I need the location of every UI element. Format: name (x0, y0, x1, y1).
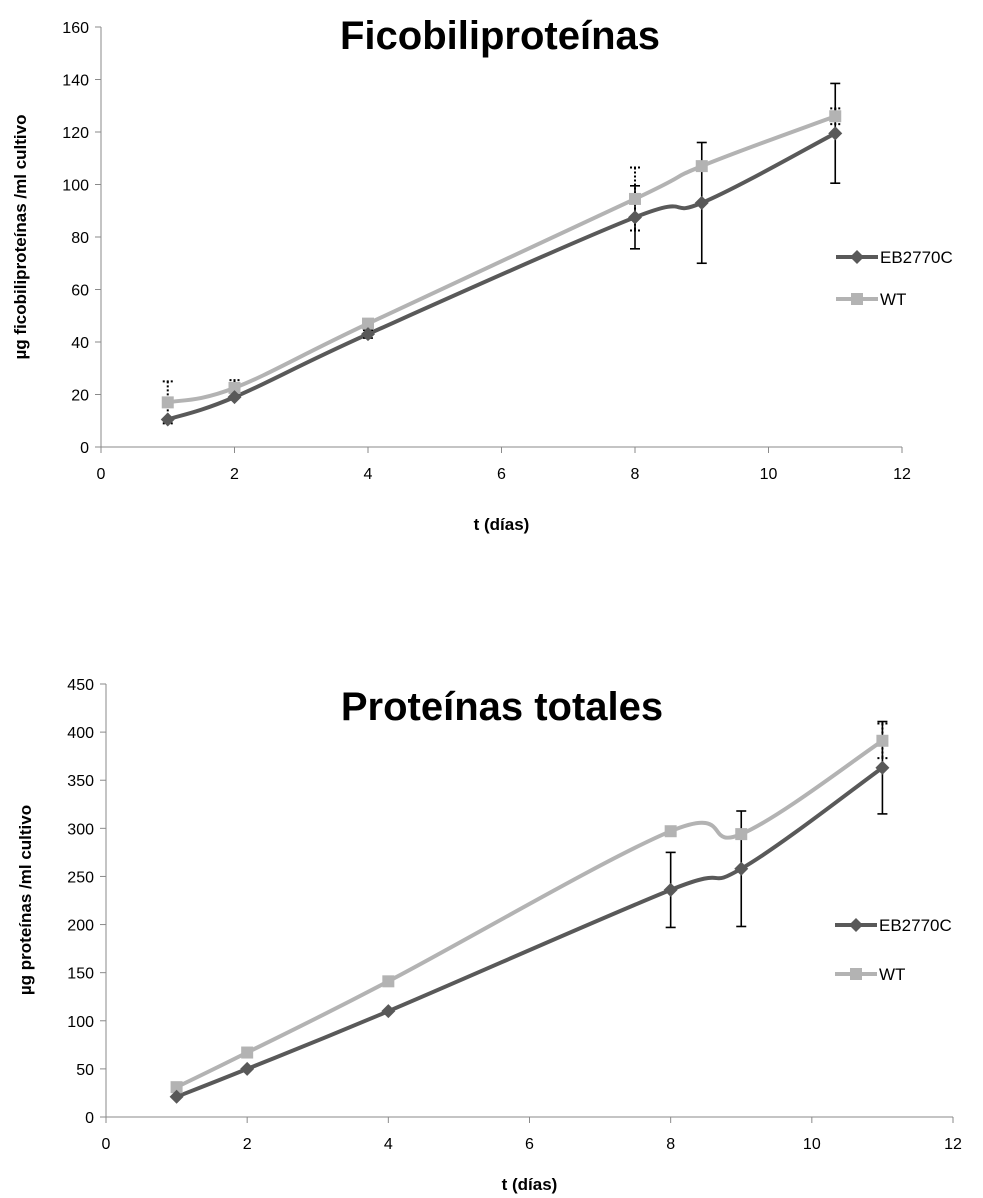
data-point-wt (228, 381, 241, 394)
series-line-wt (174, 738, 885, 1090)
data-point-eb2770c (160, 412, 175, 427)
y-tick-label: 80 (71, 230, 89, 247)
x-axis-label: t (días) (502, 1175, 558, 1194)
data-point-wt (161, 396, 174, 409)
y-tick-label: 400 (67, 725, 94, 742)
y-tick-label: 300 (67, 821, 94, 838)
x-tick-label: 12 (944, 1136, 962, 1153)
y-tick-label: 50 (76, 1062, 94, 1079)
y-tick-label: 20 (71, 388, 89, 405)
data-point-wt (170, 1081, 183, 1094)
x-axis-label: t (días) (474, 515, 530, 534)
x-tick-label: 8 (631, 466, 640, 483)
data-point-eb2770c (169, 1089, 184, 1104)
x-tick-label: 6 (525, 1136, 534, 1153)
y-tick-label: 140 (62, 73, 89, 90)
legend-label-wt: WT (880, 290, 906, 309)
y-tick-label: 160 (62, 20, 89, 37)
series-line-eb2770c (174, 765, 885, 1099)
data-point-wt (629, 192, 641, 205)
x-tick-label: 2 (230, 466, 239, 483)
y-tick-label: 40 (71, 335, 89, 352)
data-point-wt (382, 975, 395, 988)
data-point-wt (829, 110, 842, 123)
legend-label-eb2770c: EB2770C (880, 248, 953, 267)
x-tick-label: 10 (803, 1136, 821, 1153)
data-point-wt (876, 734, 889, 747)
y-tick-label: 0 (80, 440, 89, 457)
y-tick-label: 60 (71, 283, 89, 300)
data-point-eb2770c (240, 1061, 255, 1076)
x-tick-label: 12 (893, 466, 911, 483)
chart-title: Ficobiliproteínas (340, 14, 660, 58)
x-tick-label: 4 (384, 1136, 393, 1153)
data-point-wt (664, 825, 677, 838)
data-point-wt (241, 1046, 254, 1059)
series-line-eb2770c (165, 131, 838, 422)
legend-label-eb2770c: EB2770C (879, 916, 952, 935)
data-point-eb2770c (828, 126, 843, 141)
y-tick-label: 450 (67, 677, 94, 694)
data-point-wt (362, 317, 374, 330)
x-tick-label: 6 (497, 466, 506, 483)
x-tick-label: 8 (666, 1136, 675, 1153)
chart-title: Proteínas totales (341, 685, 663, 729)
x-tick-label: 0 (102, 1136, 111, 1153)
x-tick-label: 0 (97, 466, 106, 483)
y-axis-label: µg ficobiliproteínas /ml cultivo (11, 115, 30, 360)
data-point-wt (695, 160, 708, 173)
y-tick-label: 150 (67, 966, 94, 983)
x-tick-label: 10 (760, 466, 778, 483)
data-point-wt (735, 828, 748, 841)
y-tick-label: 120 (62, 125, 89, 142)
data-point-eb2770c (227, 390, 242, 405)
y-tick-label: 100 (62, 178, 89, 195)
x-tick-label: 4 (364, 466, 373, 483)
legend-label-wt: WT (879, 965, 905, 984)
data-point-eb2770c (875, 760, 890, 775)
y-tick-label: 250 (67, 869, 94, 886)
y-tick-label: 200 (67, 918, 94, 935)
y-axis-label: µg proteínas /ml cultivo (16, 805, 35, 995)
data-point-eb2770c (694, 195, 709, 210)
legend-marker-wt (851, 293, 863, 305)
data-point-eb2770c (734, 861, 749, 876)
chart-ficobiliproteinas: 0 20 40 60 80 100 120 140 160 0 2 4 6 8 10 12 Ficobilipr… (11, 14, 953, 534)
y-tick-label: 100 (67, 1014, 94, 1031)
data-point-eb2770c (663, 882, 678, 897)
data-point-eb2770c (361, 327, 375, 342)
y-tick-label: 350 (67, 773, 94, 790)
legend-marker-eb2770c (849, 918, 863, 932)
y-tick-label: 0 (85, 1110, 94, 1127)
data-point-eb2770c (628, 210, 642, 225)
chart-proteinas-totales: 0 50 100 150 200 250 300 350 400 450 0 2 4 6 8 10 12 Prot… (16, 677, 962, 1194)
x-tick-label: 2 (243, 1136, 252, 1153)
legend-marker-eb2770c (850, 250, 864, 264)
data-point-eb2770c (381, 1004, 396, 1019)
legend-marker-wt (850, 968, 862, 980)
series-line-wt (165, 114, 838, 405)
